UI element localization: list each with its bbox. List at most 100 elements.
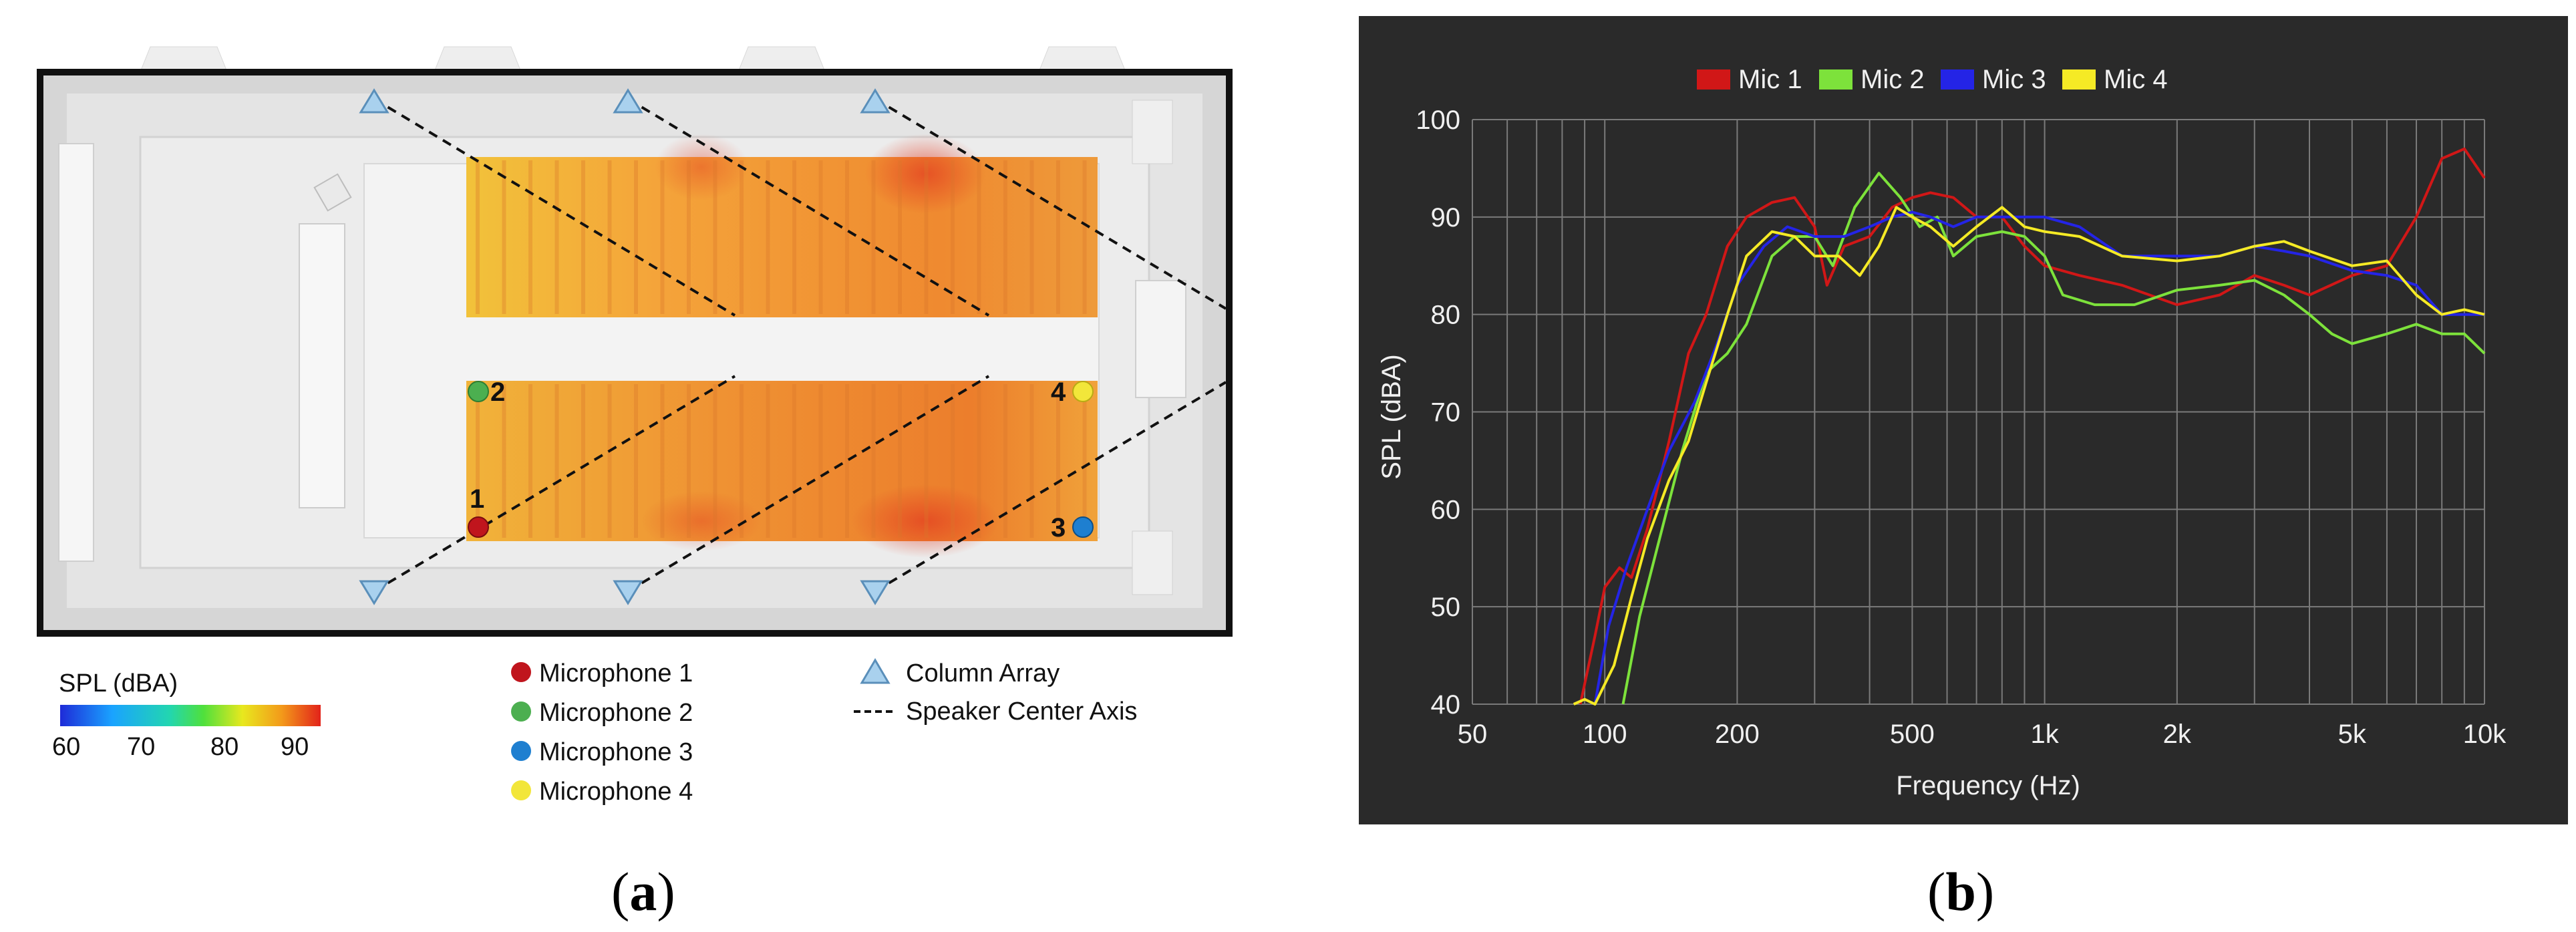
x-tick-label: 100 (1583, 720, 1627, 749)
chair (313, 173, 352, 212)
seat-row-top (660, 160, 665, 314)
seat-row-bottom (818, 384, 823, 538)
column-arrays (359, 88, 891, 605)
y-tick-label: 70 (1431, 398, 1461, 428)
legend-mic-4-label: Microphone 4 (539, 778, 693, 806)
y-axis-label: SPL (dBA) (1377, 354, 1406, 479)
seat-row-top (1003, 160, 1007, 314)
seat-row-bottom (1029, 384, 1034, 538)
mic-1-label: 1 (470, 484, 484, 514)
seat-row-bottom (1082, 384, 1087, 538)
right-column-top (1132, 100, 1173, 164)
room-plan-panel: 1 2 3 4 SPL (dBA) 60 70 80 90 Microphone… (0, 0, 1309, 835)
series-line-mic-4 (1573, 206, 2485, 706)
microphone-legend: Microphone 1 Microphone 2 Microphone 3 M… (511, 659, 693, 806)
x-tick-label: 5k (2338, 720, 2367, 749)
series-line-mic-3 (1593, 210, 2484, 705)
seat-row-top (951, 160, 955, 314)
seat-row-bottom (634, 384, 638, 538)
seat-row-bottom (607, 384, 612, 538)
seat-row-bottom (687, 384, 691, 538)
legend-mic-2-label: Microphone 2 (539, 699, 693, 727)
seat-row-top (1029, 160, 1034, 314)
seat-row-top (607, 160, 612, 314)
mic-4-label: 4 (1051, 377, 1066, 407)
mic-3-label: 3 (1051, 513, 1066, 542)
seat-row-bottom (502, 384, 506, 538)
seat-row-bottom (898, 384, 902, 538)
seat-row-top (687, 160, 691, 314)
chart-grid (1472, 119, 2485, 705)
y-tick-label: 60 (1431, 495, 1461, 524)
right-console (1135, 280, 1186, 398)
x-tick-label: 500 (1890, 720, 1935, 749)
spl-tick-60: 60 (52, 733, 80, 761)
panel-b-letter: b (1945, 861, 1976, 922)
chart-legend: Mic 1 Mic 2 Mic 3 Mic 4 (1697, 65, 2168, 94)
series-line-mic-1 (1579, 147, 2486, 705)
spl-color-scale: SPL (dBA) 60 70 80 90 (52, 669, 321, 761)
panel-b-caption: (b) (1927, 861, 1995, 922)
seat-row-bottom (1003, 384, 1007, 538)
seat-row-top (792, 160, 796, 314)
microphone-1-marker (468, 516, 489, 538)
left-wall-panel (58, 143, 94, 562)
legend-swatch-mic-1 (1697, 69, 1730, 90)
x-tick-label: 200 (1715, 720, 1760, 749)
y-tick-label: 100 (1416, 106, 1460, 135)
seat-row-top (924, 160, 929, 314)
y-tick-label: 50 (1431, 593, 1461, 622)
microphone-3-marker (1072, 516, 1094, 538)
x-tick-label: 10k (2463, 720, 2507, 749)
legend-label-mic-2: Mic 2 (1861, 65, 1925, 94)
spl-tick-90: 90 (281, 733, 309, 761)
seat-row-bottom (713, 384, 717, 538)
legend-swatch-mic-3 (1941, 69, 1974, 90)
seat-row-top (1082, 160, 1087, 314)
seat-row-top (581, 160, 585, 314)
seat-row-top (977, 160, 981, 314)
spl-tick-80: 80 (210, 733, 238, 761)
speaker-center-axes (373, 98, 1227, 593)
panel-a-letter: a (629, 861, 657, 922)
x-tick-label: 50 (1458, 720, 1488, 749)
seat-row-top (818, 160, 823, 314)
y-tick-label: 80 (1431, 301, 1461, 330)
panel-a-caption: (a) (611, 861, 675, 922)
seat-row-bottom (951, 384, 955, 538)
seat-row-bottom (766, 384, 770, 538)
seat-row-top (845, 160, 849, 314)
spl-scale-title: SPL (dBA) (59, 669, 178, 697)
seat-row-bottom (581, 384, 585, 538)
legend-mic-3-swatch (511, 741, 531, 761)
seat-row-top (766, 160, 770, 314)
chart-series (1573, 147, 2486, 706)
legend-label-mic-3: Mic 3 (1982, 65, 2046, 94)
mic-2-label: 2 (490, 377, 505, 407)
legend-column-array-label: Column Array (906, 659, 1060, 687)
frequency-response-panel: 50 100 200 500 1k 2k 5k 10k 40 50 60 70 80 90 100 Mic … (1359, 16, 2568, 824)
seat-row-top (740, 160, 744, 314)
legend-mic-1-swatch (511, 662, 531, 682)
legend-mic-3-label: Microphone 3 (539, 738, 693, 766)
seat-row-bottom (554, 384, 559, 538)
legend-mic-2-swatch (511, 702, 531, 722)
x-tick-label: 2k (2163, 720, 2192, 749)
seat-row-bottom (792, 384, 796, 538)
legend-swatch-mic-2 (1819, 69, 1853, 90)
spl-tick-70: 70 (127, 733, 155, 761)
legend-mic-1-label: Microphone 1 (539, 659, 693, 687)
room-plan-svg: 1 2 3 4 SPL (dBA) 60 70 80 90 Microphone… (37, 46, 1233, 806)
seat-rows (476, 160, 1087, 538)
seat-row-top (528, 160, 532, 314)
seat-row-top (713, 160, 717, 314)
x-axis-label: Frequency (Hz) (1896, 771, 2080, 800)
seat-row-bottom (871, 384, 876, 538)
seat-block-bottom (466, 381, 1098, 558)
seat-row-top (554, 160, 559, 314)
y-tick-label: 90 (1431, 203, 1461, 232)
x-tick-label: 1k (2030, 720, 2059, 749)
microphone-2-marker (468, 381, 489, 402)
